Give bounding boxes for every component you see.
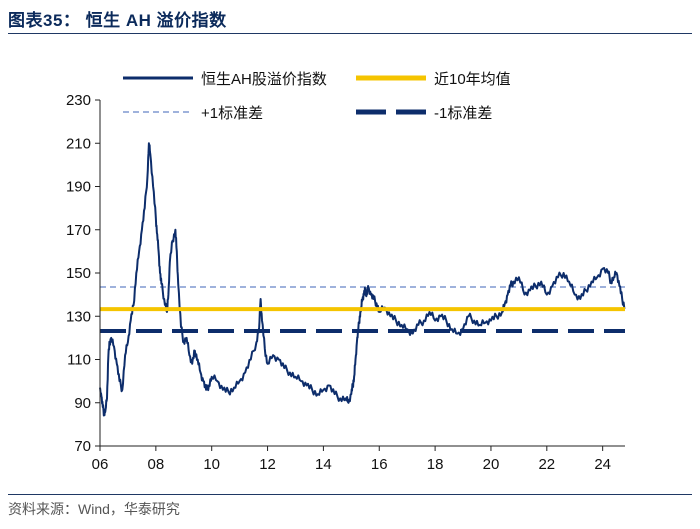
legend-label-mean: 近10年均值 — [434, 71, 511, 88]
legend-label-plus1: +1标准差 — [201, 105, 263, 122]
x-tick-label: 22 — [538, 456, 555, 473]
y-tick-label: 230 — [66, 92, 91, 109]
legend-item-plus1: +1标准差 — [123, 105, 263, 122]
y-tick-label: 170 — [66, 222, 91, 239]
x-axis: 06 08 10 12 14 16 18 20 22 24 — [92, 446, 611, 473]
y-axis: 70 90 110 130 150 170 190 210 230 — [66, 92, 100, 455]
x-tick-label: 06 — [92, 456, 109, 473]
y-tick-label: 150 — [66, 265, 91, 282]
y-tick-label: 90 — [74, 395, 91, 412]
legend-item-minus1: -1标准差 — [356, 105, 492, 122]
y-tick-label: 210 — [66, 135, 91, 152]
x-tick-label: 14 — [315, 456, 332, 473]
series-layer — [99, 142, 626, 417]
title-rule — [8, 33, 692, 34]
y-tick-label: 110 — [67, 352, 91, 369]
legend-item-index: 恒生AH股溢价指数 — [123, 71, 327, 88]
legend: 恒生AH股溢价指数 近10年均值 +1标准差 -1标准差 — [123, 71, 511, 122]
x-tick-label: 10 — [203, 456, 220, 473]
x-tick-label: 18 — [427, 456, 444, 473]
y-tick-label: 70 — [74, 438, 91, 455]
x-tick-label: 20 — [483, 456, 500, 473]
x-tick-label: 12 — [259, 456, 276, 473]
x-tick-label: 08 — [148, 456, 165, 473]
legend-label-index: 恒生AH股溢价指数 — [201, 71, 327, 88]
series-line-ah-premium-index — [99, 142, 626, 417]
x-tick-label: 16 — [371, 456, 388, 473]
legend-item-mean: 近10年均值 — [356, 71, 511, 88]
source-note: 资料来源：Wind，华泰研究 — [8, 501, 180, 517]
reference-lines — [100, 286, 625, 333]
source-rule — [8, 494, 692, 495]
figure-title: 图表35： 恒生 AH 溢价指数 — [8, 11, 227, 30]
legend-label-minus1: -1标准差 — [434, 105, 492, 122]
y-tick-label: 190 — [66, 179, 91, 196]
y-tick-label: 130 — [66, 308, 91, 325]
x-tick-label: 24 — [594, 456, 611, 473]
axes-lines — [99, 100, 625, 447]
